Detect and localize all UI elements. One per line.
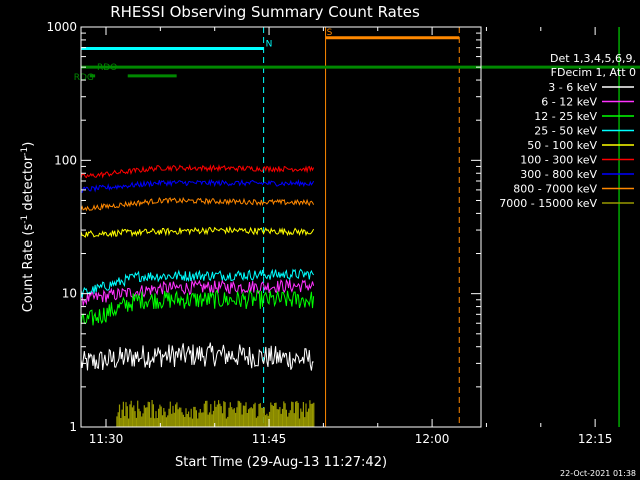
legend-entry-8: 7000 - 15000 keV <box>499 197 597 210</box>
series-line-7 <box>81 196 315 212</box>
flag-label-n: N <box>266 39 273 49</box>
legend-entry-2: 12 - 25 keV <box>534 110 597 123</box>
flag-label-rdg: RDG <box>74 73 94 83</box>
legend-entry-0: 3 - 6 keV <box>548 81 597 94</box>
series-line-4 <box>81 225 315 238</box>
x-tick-label-3: 12:15 <box>578 432 613 446</box>
legend-entry-5: 100 - 300 keV <box>520 154 597 167</box>
series-group <box>81 163 315 427</box>
x-tick-label-2: 12:00 <box>415 432 450 446</box>
series-line-5 <box>81 163 315 179</box>
y-tick-label-0: 1 <box>69 420 77 434</box>
legend-header-1: FDecim 1, Att 0 <box>551 66 636 79</box>
series-line-6 <box>81 178 315 193</box>
legend-entry-7: 800 - 7000 keV <box>513 183 597 196</box>
plot-area: NSFRDORDG 11:3011:4512:0012:1512:3012:45… <box>46 20 640 446</box>
y-tick-label-1: 10 <box>62 287 77 301</box>
plot-frame <box>80 26 482 428</box>
legend-entry-4: 50 - 100 keV <box>527 139 597 152</box>
y-axis: 1 10 100 1000 <box>46 20 481 434</box>
legend-entry-3: 25 - 50 keV <box>534 125 597 138</box>
series-line-0 <box>81 342 314 371</box>
legend: Det 1,3,4,5,6,9,FDecim 1, Att 0 3 - 6 keV… <box>499 52 636 210</box>
x-tick-label-0: 11:30 <box>89 432 124 446</box>
footer-date: 22-Oct-2021 01:38 <box>560 469 636 478</box>
legend-entry-1: 6 - 12 keV <box>541 96 597 109</box>
legend-header-0: Det 1,3,4,5,6,9, <box>550 52 636 65</box>
x-tick-label-1: 11:45 <box>252 432 287 446</box>
chart-title: RHESSI Observing Summary Count Rates <box>110 3 420 21</box>
high-energy-blob-0 <box>116 400 315 427</box>
series-line-2 <box>81 289 315 326</box>
legend-entry-6: 300 - 800 keV <box>520 168 597 181</box>
y-tick-label-3: 1000 <box>46 20 77 34</box>
flag-label-s: S <box>327 28 333 38</box>
flag-label-rdo: RDO <box>97 63 117 73</box>
series-line-1 <box>81 278 315 306</box>
series-line-3 <box>81 268 315 298</box>
x-axis-label: Start Time (29-Aug-13 11:27:42) <box>175 455 387 470</box>
y-axis-label: Count Rate (s-1 detector-1) <box>20 142 36 313</box>
flag-bars: NSFRDORDG <box>74 28 640 83</box>
y-tick-label-2: 100 <box>54 153 77 167</box>
